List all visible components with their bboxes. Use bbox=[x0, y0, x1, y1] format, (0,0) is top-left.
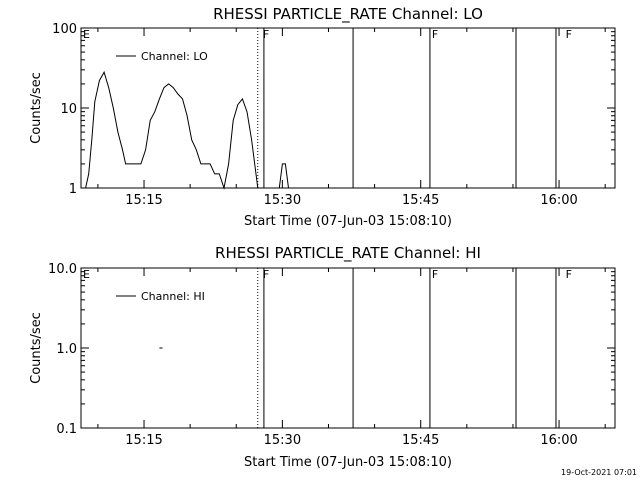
y-tick-label: 100 bbox=[52, 22, 77, 37]
flag-label: E bbox=[83, 268, 90, 281]
chart-title: RHESSI PARTICLE_RATE Channel: LO bbox=[213, 5, 483, 24]
y-tick-label: 0.1 bbox=[56, 422, 77, 437]
chart-panels: RHESSI PARTICLE_RATE Channel: LO E F F F F E 15… bbox=[29, 5, 616, 470]
y-axis-label: Counts/sec bbox=[29, 72, 44, 144]
x-tick-label: 16:00 bbox=[540, 433, 577, 448]
y-axis-label: Counts/sec bbox=[29, 312, 44, 384]
chart-panel-lo: RHESSI PARTICLE_RATE Channel: LOEFFFFE15… bbox=[29, 5, 616, 229]
flag-label: F bbox=[566, 28, 572, 41]
footer-timestamp: 19-Oct-2021 07:01 bbox=[561, 468, 637, 477]
x-tick-label: 15:15 bbox=[125, 433, 162, 448]
x-tick-label: 15:15 bbox=[125, 193, 162, 208]
y-tick-label: 10.0 bbox=[48, 262, 77, 277]
legend-label: Channel: HI bbox=[141, 290, 205, 303]
chart-panel-hi: RHESSI PARTICLE_RATE Channel: HIEFFFFE15… bbox=[29, 244, 616, 470]
chart-title: RHESSI PARTICLE_RATE Channel: HI bbox=[215, 244, 481, 263]
flag-label: F bbox=[263, 28, 269, 41]
flag-label: F bbox=[566, 268, 572, 281]
x-axis-label: Start Time (07-Jun-03 15:08:10) bbox=[244, 214, 452, 229]
x-tick-label: 16:00 bbox=[540, 193, 577, 208]
y-tick-label: 1 bbox=[69, 182, 77, 197]
flag-label: E bbox=[83, 28, 90, 41]
y-tick-label: 1.0 bbox=[56, 342, 77, 357]
series-line-segment bbox=[278, 163, 289, 189]
x-tick-label: 15:30 bbox=[264, 193, 301, 208]
x-tick-label: 15:45 bbox=[402, 433, 439, 448]
x-tick-label: 15:45 bbox=[402, 193, 439, 208]
flag-label: F bbox=[432, 268, 438, 281]
x-axis-label: Start Time (07-Jun-03 15:08:10) bbox=[244, 455, 452, 470]
flag-label: F bbox=[432, 28, 438, 41]
flag-label: F bbox=[263, 268, 269, 281]
y-tick-label: 10 bbox=[60, 102, 77, 117]
legend-label: Channel: LO bbox=[141, 50, 208, 63]
series-line bbox=[81, 70, 259, 190]
x-tick-label: 15:30 bbox=[264, 433, 301, 448]
